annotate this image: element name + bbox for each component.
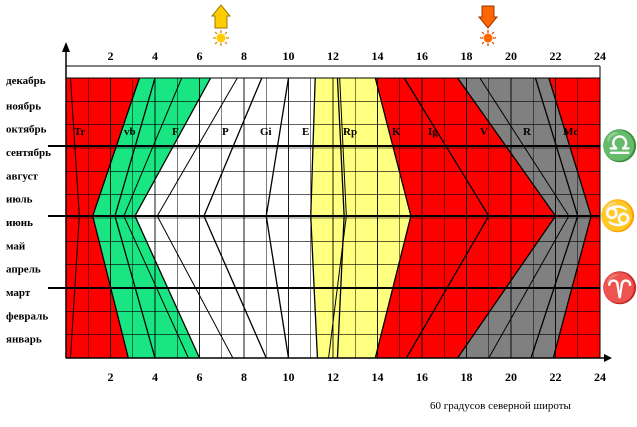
month-label: июль	[6, 194, 33, 206]
bottom-tick-label: 20	[505, 370, 517, 384]
month-label: декабрь	[6, 75, 46, 87]
x-axis-arrow	[604, 354, 612, 362]
bottom-tick-label: 10	[283, 370, 295, 384]
bottom-tick-label: 4	[152, 370, 158, 384]
bottom-ticks: 2 4 6 8 10 12 14 16 18 20 22 24	[108, 370, 607, 384]
zone-label: Ig	[428, 126, 438, 138]
zone-labels: Tr vb F P Gi E Rp K Ig V R Mc	[74, 126, 578, 138]
zone-label: F	[172, 126, 179, 138]
zone-label: R	[523, 126, 532, 138]
zone-label: E	[302, 126, 309, 138]
top-tick-label: 2	[108, 49, 114, 63]
y-axis-arrow	[62, 42, 70, 52]
grid	[65, 77, 601, 359]
bottom-tick-label: 14	[372, 370, 384, 384]
top-tick-label: 24	[594, 49, 606, 63]
month-label: июнь	[6, 217, 33, 229]
aries-icon: ♈	[601, 270, 637, 305]
bottom-tick-label: 18	[461, 370, 473, 384]
month-label: май	[6, 240, 26, 252]
top-tick-label: 18	[461, 49, 473, 63]
top-tick-label: 10	[283, 49, 295, 63]
top-tick-label: 22	[550, 49, 562, 63]
top-tick-label: 14	[372, 49, 384, 63]
bottom-tick-label: 8	[241, 370, 247, 384]
sun-icon	[213, 30, 229, 46]
month-label: февраль	[6, 310, 48, 322]
zone-label: Tr	[74, 126, 86, 138]
month-label: март	[6, 287, 31, 299]
bottom-tick-label: 24	[594, 370, 606, 384]
month-label: сентябрь	[6, 147, 51, 159]
top-ticks: 2 4 6 8 10 12 14 16 18 20 22 24	[108, 49, 607, 63]
top-tick-label: 8	[241, 49, 247, 63]
zone-label: P	[222, 126, 229, 138]
month-labels: декабрь ноябрь октябрь сентябрь август июль ию…	[6, 75, 51, 346]
latitude-caption: 60 градусов северной широты	[430, 400, 572, 412]
libra-icon: ♎	[601, 128, 637, 163]
top-tick-label: 20	[505, 49, 517, 63]
month-label: апрель	[6, 264, 41, 276]
bottom-tick-label: 16	[416, 370, 428, 384]
top-tick-label: 6	[197, 49, 203, 63]
zone-label: vb	[124, 126, 136, 138]
zone-label: Gi	[260, 126, 272, 138]
sun-icon	[480, 30, 496, 46]
bottom-tick-label: 2	[108, 370, 114, 384]
cancer-icon: ♋	[599, 198, 636, 233]
zone-label: Rp	[343, 126, 357, 138]
zone-label: K	[392, 126, 401, 138]
top-tick-label: 12	[327, 49, 339, 63]
month-label: ноябрь	[6, 100, 41, 112]
bottom-tick-label: 22	[550, 370, 562, 384]
month-label: октябрь	[6, 124, 47, 136]
top-tick-label: 4	[152, 49, 158, 63]
bottom-tick-label: 6	[197, 370, 203, 384]
sunrise-arrow-icon	[210, 4, 232, 46]
zone-label: V	[480, 126, 488, 138]
month-label: август	[6, 170, 38, 182]
bottom-tick-label: 12	[327, 370, 339, 384]
sunset-arrow-icon	[477, 5, 499, 46]
month-label: январь	[6, 334, 42, 346]
top-tick-label: 16	[416, 49, 428, 63]
zone-label: Mc	[563, 126, 578, 138]
